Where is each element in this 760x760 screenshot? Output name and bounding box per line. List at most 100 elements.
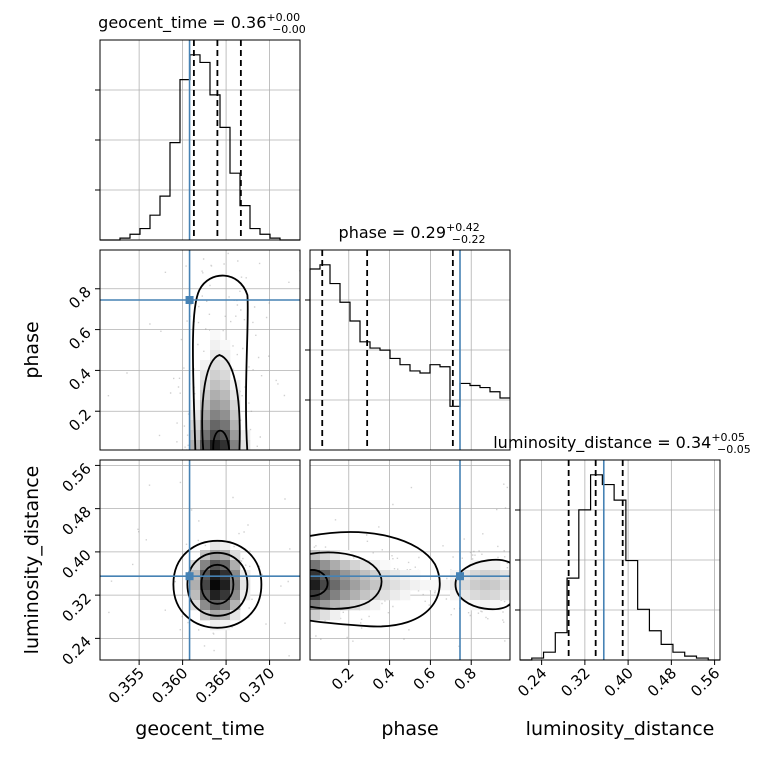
- density-cell-phase-vs-luminosity_distance: [480, 570, 491, 581]
- density-cell-geocent_time-vs-phase: [230, 410, 241, 421]
- density-cell-geocent_time-vs-phase: [240, 430, 251, 441]
- density-cell-phase-vs-luminosity_distance: [370, 580, 381, 591]
- density-cell-phase-vs-luminosity_distance: [360, 580, 371, 591]
- density-cell-phase-vs-luminosity_distance: [380, 570, 391, 581]
- density-cell-phase-vs-luminosity_distance: [490, 570, 501, 581]
- density-cell-geocent_time-vs-luminosity_distance: [240, 580, 251, 591]
- density-cell-phase-vs-luminosity_distance: [470, 600, 481, 611]
- x-axis-label-phase: phase: [381, 718, 438, 740]
- density-cell-geocent_time-vs-phase: [220, 420, 231, 431]
- density-cell-geocent_time-vs-phase: [220, 360, 231, 371]
- density-cell-geocent_time-vs-luminosity_distance: [190, 570, 201, 581]
- density-cell-phase-vs-luminosity_distance: [410, 580, 421, 591]
- axes-frame-geocent_time-diag: [99, 39, 301, 241]
- contour-phase-vs-luminosity_distance-2: [310, 569, 329, 598]
- y-axis-label-luminosity_distance: luminosity_distance: [21, 466, 43, 655]
- density-cell-phase-vs-luminosity_distance: [360, 590, 371, 601]
- density-cell-phase-vs-luminosity_distance: [330, 590, 341, 601]
- density-cell-phase-vs-luminosity_distance: [470, 590, 481, 601]
- contour-geocent_time-vs-phase-2: [212, 429, 231, 450]
- density-cell-geocent_time-vs-luminosity_distance: [210, 600, 221, 611]
- density-cell-geocent_time-vs-phase: [230, 390, 241, 401]
- density-cell-phase-vs-luminosity_distance: [320, 580, 331, 591]
- density-cell-phase-vs-luminosity_distance: [320, 600, 331, 611]
- density-cell-phase-vs-luminosity_distance: [390, 570, 401, 581]
- x-tick-label-phase-1: 0.4: [369, 664, 399, 694]
- density-cell-phase-vs-luminosity_distance: [340, 580, 351, 591]
- truth-point-geocent_time-vs-luminosity_distance: [185, 572, 194, 581]
- density-cell-phase-vs-luminosity_distance: [420, 580, 431, 591]
- density-cell-phase-vs-luminosity_distance: [400, 590, 411, 601]
- density-cell-phase-vs-luminosity_distance: [330, 610, 341, 621]
- density-cell-phase-vs-luminosity_distance: [340, 600, 351, 611]
- y-tick-label-phase-1: 0.4: [65, 365, 95, 395]
- density-cell-phase-vs-luminosity_distance: [350, 600, 361, 611]
- density-cell-phase-vs-luminosity_distance: [330, 560, 341, 571]
- density-cell-geocent_time-vs-luminosity_distance: [210, 540, 221, 551]
- y-tick-label-phase-3: 0.8: [65, 283, 95, 313]
- density-cell-geocent_time-vs-phase: [230, 440, 241, 450]
- density-cell-phase-vs-luminosity_distance: [320, 590, 331, 601]
- density-cell-phase-vs-luminosity_distance: [330, 550, 341, 561]
- axes-frame-phase-vs-luminosity_distance: [309, 459, 511, 661]
- density-cell-phase-vs-luminosity_distance: [380, 590, 391, 601]
- density-cell-phase-vs-luminosity_distance: [320, 610, 331, 621]
- axes-frame-luminosity_distance-diag: [519, 459, 721, 661]
- density-cell-phase-vs-luminosity_distance: [380, 560, 391, 571]
- density-cell-geocent_time-vs-phase: [230, 430, 241, 441]
- density-cell-geocent_time-vs-luminosity_distance: [220, 590, 231, 601]
- y-tick-label-luminosity_distance-3: 0.48: [58, 503, 94, 539]
- axes-frame-geocent_time-vs-phase: [99, 249, 301, 451]
- x-tick-label-phase-2: 0.6: [410, 664, 440, 694]
- density-cell-phase-vs-luminosity_distance: [310, 610, 321, 621]
- x-tick-label-geocent_time-0: 0.355: [105, 664, 148, 707]
- density-cell-geocent_time-vs-luminosity_distance: [200, 570, 211, 581]
- density-cell-geocent_time-vs-luminosity_distance: [200, 610, 211, 621]
- density-cell-phase-vs-luminosity_distance: [350, 590, 361, 601]
- contour-phase-vs-luminosity_distance-1: [310, 551, 383, 610]
- x-tick-label-luminosity_distance-1: 0.32: [557, 664, 593, 700]
- density-cell-phase-vs-luminosity_distance: [350, 570, 361, 581]
- contour-phase-vs-luminosity_distance-0: [310, 531, 441, 628]
- scatter-points-geocent_time-vs-phase: [107, 252, 300, 450]
- density-cell-phase-vs-luminosity_distance: [340, 570, 351, 581]
- density-cell-phase-vs-luminosity_distance: [360, 600, 371, 611]
- density-cell-phase-vs-luminosity_distance: [340, 590, 351, 601]
- density-cell-geocent_time-vs-luminosity_distance: [220, 600, 231, 611]
- x-tick-label-phase-3: 0.8: [450, 664, 480, 694]
- x-axis-label-geocent_time: geocent_time: [135, 718, 264, 740]
- density-cell-phase-vs-luminosity_distance: [490, 580, 501, 591]
- x-tick-label-luminosity_distance-0: 0.24: [514, 664, 550, 700]
- density-cell-phase-vs-luminosity_distance: [350, 560, 361, 571]
- y-tick-label-luminosity_distance-1: 0.32: [58, 589, 94, 625]
- axes-frame-geocent_time-vs-luminosity_distance: [99, 459, 301, 661]
- y-tick-label-luminosity_distance-0: 0.24: [58, 632, 94, 668]
- density-cell-phase-vs-luminosity_distance: [320, 550, 331, 561]
- density-cell-geocent_time-vs-luminosity_distance: [230, 600, 241, 611]
- density-cell-geocent_time-vs-phase: [210, 330, 221, 341]
- density-cell-geocent_time-vs-luminosity_distance: [190, 560, 201, 571]
- density-cell-geocent_time-vs-phase: [210, 350, 221, 361]
- density-cell-geocent_time-vs-luminosity_distance: [220, 580, 231, 591]
- density-cell-geocent_time-vs-luminosity_distance: [200, 560, 211, 571]
- density-cell-phase-vs-luminosity_distance: [330, 600, 341, 611]
- density-geocent_time-vs-luminosity_distance: [108, 481, 291, 657]
- density-cell-geocent_time-vs-phase: [210, 380, 221, 391]
- density-cell-geocent_time-vs-phase: [210, 370, 221, 381]
- density-cell-geocent_time-vs-luminosity_distance: [230, 550, 241, 561]
- density-cell-geocent_time-vs-luminosity_distance: [230, 560, 241, 571]
- panel-title-luminosity_distance: luminosity_distance = 0.34+0.05 −0.05: [493, 431, 751, 456]
- density-cell-phase-vs-luminosity_distance: [390, 580, 401, 591]
- density-cell-geocent_time-vs-phase: [240, 440, 251, 450]
- density-cell-geocent_time-vs-luminosity_distance: [220, 540, 231, 551]
- density-cell-geocent_time-vs-luminosity_distance: [210, 570, 221, 581]
- density-cell-geocent_time-vs-phase: [220, 410, 231, 421]
- density-cell-geocent_time-vs-luminosity_distance: [200, 600, 211, 611]
- density-cell-geocent_time-vs-phase: [220, 340, 231, 351]
- contour-geocent_time-vs-luminosity_distance-1: [186, 551, 249, 617]
- density-cell-geocent_time-vs-phase: [210, 410, 221, 421]
- density-cell-geocent_time-vs-luminosity_distance: [210, 620, 221, 631]
- density-cell-geocent_time-vs-luminosity_distance: [220, 560, 231, 571]
- density-cell-geocent_time-vs-phase: [210, 360, 221, 371]
- density-cell-phase-vs-luminosity_distance: [310, 570, 321, 581]
